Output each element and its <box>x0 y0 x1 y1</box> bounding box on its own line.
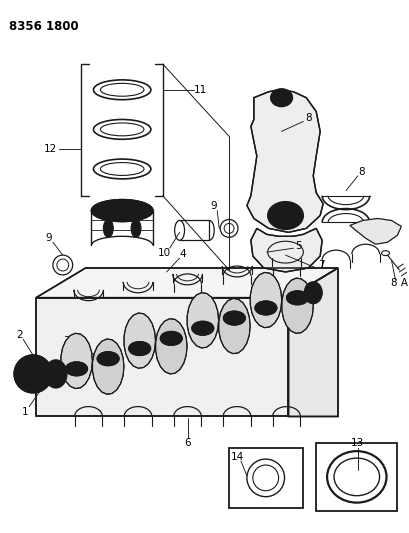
Polygon shape <box>36 298 288 416</box>
Text: 7: 7 <box>317 260 324 270</box>
Ellipse shape <box>286 291 308 305</box>
Polygon shape <box>36 268 337 298</box>
Polygon shape <box>249 272 281 328</box>
Text: 10: 10 <box>158 248 171 258</box>
Ellipse shape <box>303 282 321 304</box>
Ellipse shape <box>65 362 87 376</box>
Ellipse shape <box>49 365 63 383</box>
Ellipse shape <box>45 360 67 388</box>
Polygon shape <box>288 268 337 416</box>
Text: 8: 8 <box>304 114 311 124</box>
Polygon shape <box>124 313 155 368</box>
Ellipse shape <box>270 89 292 107</box>
Ellipse shape <box>254 301 276 315</box>
Polygon shape <box>281 278 312 333</box>
Text: 13: 13 <box>351 438 364 448</box>
Text: 9: 9 <box>45 233 52 243</box>
Polygon shape <box>61 333 92 389</box>
Polygon shape <box>250 228 321 272</box>
Text: 12: 12 <box>44 144 57 154</box>
Ellipse shape <box>131 220 141 237</box>
Polygon shape <box>349 219 400 244</box>
Text: 8356 1800: 8356 1800 <box>9 20 79 34</box>
Ellipse shape <box>160 332 182 345</box>
Ellipse shape <box>223 311 245 325</box>
Polygon shape <box>187 293 218 348</box>
Text: 6: 6 <box>184 438 190 448</box>
Ellipse shape <box>103 220 113 237</box>
Polygon shape <box>218 298 249 354</box>
Text: 8: 8 <box>357 167 364 177</box>
Bar <box>315 443 396 511</box>
Ellipse shape <box>97 352 119 366</box>
Text: 1: 1 <box>22 407 28 416</box>
Text: 5: 5 <box>294 241 301 251</box>
Polygon shape <box>155 319 187 374</box>
Ellipse shape <box>91 200 153 221</box>
Text: 9: 9 <box>209 200 216 211</box>
Text: 2: 2 <box>16 330 22 340</box>
Ellipse shape <box>267 201 303 229</box>
Polygon shape <box>246 90 322 232</box>
Text: 11: 11 <box>193 85 207 95</box>
Text: 4: 4 <box>179 249 185 259</box>
Ellipse shape <box>128 342 150 356</box>
Ellipse shape <box>14 355 52 393</box>
Ellipse shape <box>28 369 38 379</box>
Bar <box>229 448 303 507</box>
Polygon shape <box>92 339 124 394</box>
Text: 8 A: 8 A <box>390 278 407 288</box>
Ellipse shape <box>191 321 213 335</box>
Text: 3: 3 <box>63 336 70 346</box>
Text: 14: 14 <box>230 452 243 462</box>
